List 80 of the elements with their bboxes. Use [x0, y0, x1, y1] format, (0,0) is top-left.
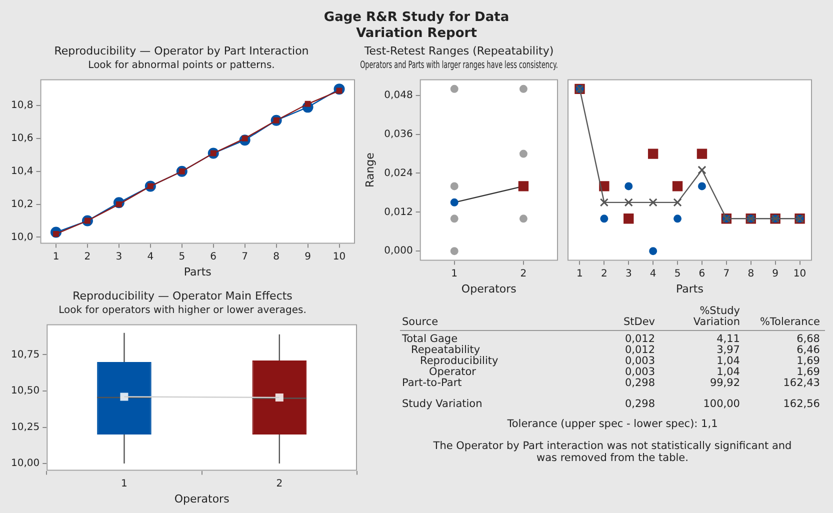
text: 3,97 — [716, 344, 740, 356]
x-tick-label: 10 — [332, 251, 346, 262]
x-tick-label: 2 — [600, 268, 608, 280]
y-tick-label: 10,50 — [10, 386, 40, 397]
text: 162,43 — [782, 377, 820, 389]
text: 6,68 — [796, 333, 820, 345]
x-tick-label: 3 — [625, 268, 632, 280]
text: 1,69 — [796, 355, 820, 367]
x-tick-label: 1 — [576, 268, 583, 280]
x-tick-label: 1 — [52, 251, 60, 262]
x-tick-label: 4 — [650, 268, 656, 280]
x-tick-label: 5 — [674, 268, 681, 280]
text: 1,04 — [716, 366, 740, 378]
text: %Tolerance — [758, 316, 820, 328]
text: 0,012 — [624, 333, 655, 345]
y-tick-label: 10,75 — [10, 349, 40, 360]
x-tick-label: 2 — [84, 251, 91, 262]
chart-subtitle: Look for operators with higher or lower averages. — [58, 304, 306, 316]
text: 99,92 — [708, 377, 740, 389]
y-tick-label: 0,000 — [384, 246, 413, 257]
x-tick-label: 1 — [121, 478, 128, 490]
x-tick-label: 2 — [276, 478, 283, 490]
chart-title: Test-Retest Ranges (Repeatability) — [363, 44, 554, 58]
y-tick-label: 0,012 — [384, 206, 413, 218]
text: 1,04 — [716, 355, 740, 367]
x-tick-label: 2 — [520, 268, 527, 280]
y-tick-label: 10,0 — [11, 232, 34, 243]
text: 162,56 — [782, 398, 820, 410]
y-axis-title: Range — [363, 152, 376, 188]
x-tick-label: 3 — [116, 251, 122, 262]
text: 0,003 — [624, 366, 655, 378]
y-tick-label: 10,00 — [10, 458, 40, 470]
x-tick-label: 6 — [698, 268, 706, 280]
y-tick-label: 0,036 — [384, 128, 413, 140]
y-tick-label: 0,048 — [384, 90, 413, 102]
text: Source — [401, 316, 440, 328]
text: 100,00 — [702, 398, 740, 410]
text: Gage R&R Study for Data Variation Report — [322, 10, 510, 42]
y-tick-label: 10,25 — [10, 422, 40, 433]
chart-title: Reproducibility — Operator by Part Interaction — [54, 44, 309, 58]
text: 0,003 — [624, 355, 655, 367]
text: 4,11 — [716, 333, 740, 345]
x-tick-label: 5 — [178, 251, 186, 262]
text: The Operator by Part interaction was not statistically significant and was removed from the table. — [432, 440, 793, 464]
text: 6,46 — [796, 344, 820, 356]
x-tick-label: 6 — [210, 251, 217, 262]
text: Study Variation — [401, 398, 484, 410]
x-tick-label: 7 — [723, 268, 730, 280]
chart-subtitle: Look for abnormal points or patterns. — [88, 60, 275, 71]
text: StDev — [622, 316, 655, 328]
y-tick-label: 10,6 — [11, 133, 34, 144]
text: Operator — [429, 366, 476, 378]
y-tick-label: 10,2 — [11, 198, 34, 210]
text: 0,012 — [624, 344, 655, 356]
y-tick-label: 10,8 — [11, 100, 34, 112]
y-tick-label: 10,4 — [11, 166, 34, 177]
y-tick-label: 0,024 — [384, 168, 413, 179]
x-tick-label: 4 — [147, 251, 154, 262]
x-tick-label: 8 — [273, 251, 280, 262]
x-axis-title: Parts — [676, 282, 704, 296]
text: 1,69 — [796, 366, 820, 378]
x-tick-label: 9 — [772, 268, 779, 280]
text: %Study Variation — [692, 305, 740, 328]
x-axis-title: Operators — [174, 492, 230, 506]
x-tick-label: 7 — [242, 251, 248, 262]
text: Total Gage — [401, 333, 459, 345]
text: 0,298 — [624, 377, 655, 389]
text: Tolerance (upper spec - lower spec): 1,1 — [506, 418, 719, 430]
text: Repeatability — [410, 344, 482, 356]
chart-subtitle: Operators and Parts with larger ranges have less consistency. — [360, 58, 558, 70]
text: Reproducibility — [420, 355, 500, 367]
chart-title: Reproducibility — Operator Main Effects — [72, 289, 293, 302]
text: 0,298 — [624, 398, 655, 410]
x-tick-label: 9 — [304, 251, 311, 262]
x-axis-title: Operators — [461, 282, 517, 296]
x-tick-label: 1 — [451, 268, 458, 280]
text: Part-to-Part — [401, 377, 462, 389]
x-tick-label: 10 — [793, 268, 806, 280]
x-tick-label: 8 — [748, 268, 754, 280]
x-axis-title: Parts — [184, 265, 212, 278]
